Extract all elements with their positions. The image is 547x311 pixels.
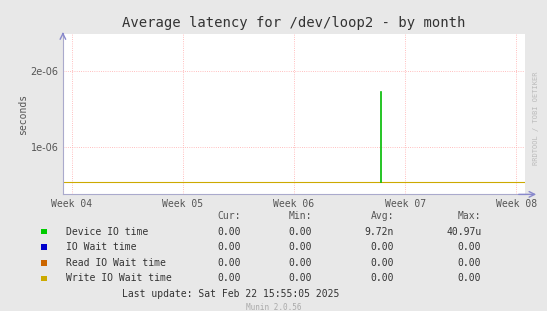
Text: 0.00: 0.00: [458, 273, 481, 283]
Y-axis label: seconds: seconds: [18, 94, 28, 135]
Text: 0.00: 0.00: [288, 273, 312, 283]
Text: Avg:: Avg:: [370, 211, 394, 221]
Text: 0.00: 0.00: [217, 258, 241, 268]
Text: Munin 2.0.56: Munin 2.0.56: [246, 303, 301, 311]
Text: Cur:: Cur:: [217, 211, 241, 221]
Text: 0.00: 0.00: [370, 258, 394, 268]
Text: 0.00: 0.00: [370, 242, 394, 252]
Text: 0.00: 0.00: [288, 242, 312, 252]
Text: 0.00: 0.00: [288, 258, 312, 268]
Text: 9.72n: 9.72n: [364, 227, 394, 237]
Text: 40.97u: 40.97u: [446, 227, 481, 237]
Text: 0.00: 0.00: [217, 227, 241, 237]
Text: 0.00: 0.00: [370, 273, 394, 283]
Text: Device IO time: Device IO time: [66, 227, 148, 237]
Text: 0.00: 0.00: [217, 273, 241, 283]
Text: 0.00: 0.00: [458, 258, 481, 268]
Text: RRDTOOL / TOBI OETIKER: RRDTOOL / TOBI OETIKER: [533, 72, 539, 165]
Text: Min:: Min:: [288, 211, 312, 221]
Text: Last update: Sat Feb 22 15:55:05 2025: Last update: Sat Feb 22 15:55:05 2025: [122, 289, 339, 299]
Text: 0.00: 0.00: [217, 242, 241, 252]
Title: Average latency for /dev/loop2 - by month: Average latency for /dev/loop2 - by mont…: [123, 16, 465, 30]
Text: Read IO Wait time: Read IO Wait time: [66, 258, 166, 268]
Text: IO Wait time: IO Wait time: [66, 242, 136, 252]
Text: 0.00: 0.00: [458, 242, 481, 252]
Text: Write IO Wait time: Write IO Wait time: [66, 273, 171, 283]
Text: Max:: Max:: [458, 211, 481, 221]
Text: 0.00: 0.00: [288, 227, 312, 237]
